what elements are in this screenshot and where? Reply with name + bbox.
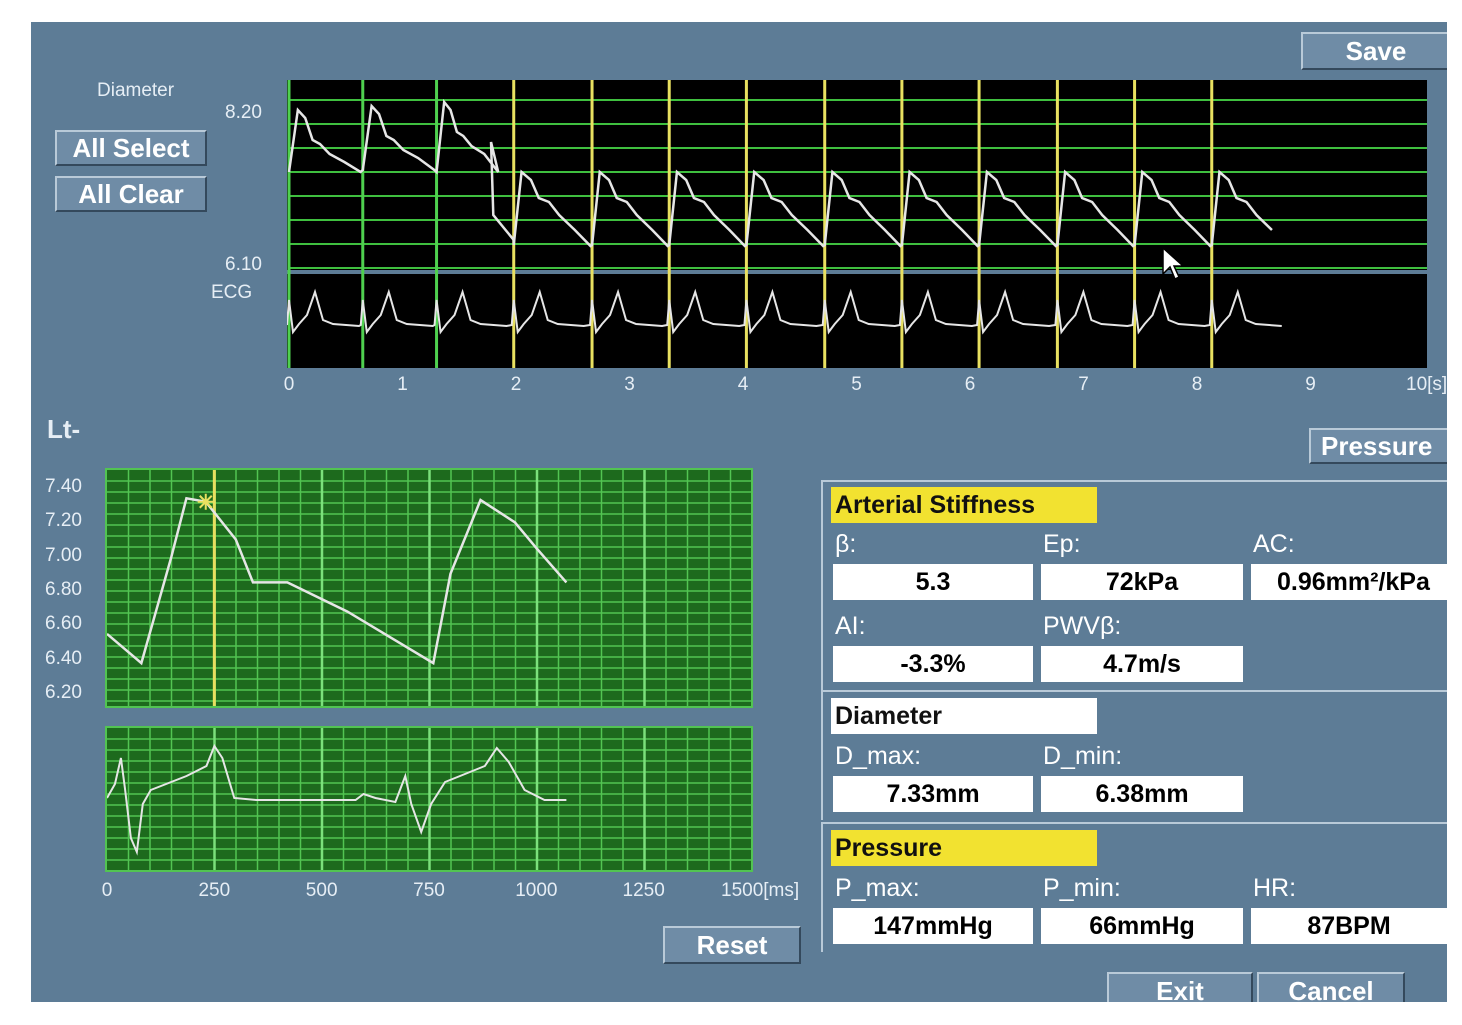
hr-label: HR: xyxy=(1253,874,1297,902)
exit-button[interactable]: Exit xyxy=(1107,972,1253,1002)
reset-button[interactable]: Reset xyxy=(663,926,801,964)
all-select-button[interactable]: All Select xyxy=(55,130,207,166)
diameter-min-tick: 6.10 xyxy=(225,254,262,275)
side-label: Lt- xyxy=(47,414,81,444)
diameter-axis-label: Diameter xyxy=(97,80,175,101)
single-beat-ecg-plot[interactable] xyxy=(105,726,753,872)
top-x-tick: 4 xyxy=(737,374,749,395)
ecg-trace-line xyxy=(287,288,1282,335)
ai-value: -3.3% xyxy=(833,646,1033,682)
beta-value: 5.3 xyxy=(833,564,1033,600)
top-x-tick: 8 xyxy=(1191,374,1203,395)
ac-label: AC: xyxy=(1253,530,1295,558)
ecg-beat-line xyxy=(107,743,567,856)
cancel-button[interactable]: Cancel xyxy=(1257,972,1405,1002)
pmin-label: P_min: xyxy=(1043,874,1121,902)
diameter-ecg-plot[interactable] xyxy=(287,80,1427,368)
hr-value: 87BPM xyxy=(1251,908,1447,944)
dmax-label: D_max: xyxy=(835,742,922,770)
dmin-value: 6.38mm xyxy=(1041,776,1243,812)
zoom-x-tick: 0 xyxy=(101,880,113,901)
diameter-title: Diameter xyxy=(831,698,1097,734)
dmin-label: D_min: xyxy=(1043,742,1123,770)
top-x-tick: 6 xyxy=(964,374,976,395)
top-x-tick: 10[s] xyxy=(1406,374,1447,395)
zoom-y-tick: 6.40 xyxy=(45,647,82,669)
mouse-cursor-icon xyxy=(1162,246,1185,281)
diameter-beat-line xyxy=(107,496,568,666)
zoom-y-tick: 7.20 xyxy=(45,510,82,532)
peak-star-icon xyxy=(197,493,214,510)
zoom-y-tick: 7.00 xyxy=(45,544,82,566)
single-beat-diameter-trace xyxy=(107,470,751,706)
arterial-stiffness-panel xyxy=(821,480,1447,690)
top-x-tick: 7 xyxy=(1078,374,1089,395)
top-x-tick: 1 xyxy=(397,374,408,395)
zoom-y-tick: 6.80 xyxy=(45,579,82,600)
zoom-x-tick: 1500[ms] xyxy=(721,880,800,901)
diameter-ecg-trace xyxy=(287,80,1427,368)
ai-label: AI: xyxy=(835,612,866,640)
pressure-button[interactable]: Pressure xyxy=(1309,428,1447,464)
zoom-x-tick: 750 xyxy=(413,880,445,901)
arterial-stiffness-title: Arterial Stiffness xyxy=(831,487,1097,523)
dmax-value: 7.33mm xyxy=(833,776,1033,812)
single-beat-diameter-plot[interactable] xyxy=(105,468,753,708)
zoom-y-tick: 7.40 xyxy=(45,476,82,497)
zoom-x-tick: 500 xyxy=(305,880,338,901)
diameter-max-tick: 8.20 xyxy=(225,102,262,123)
pwv-value: 4.7m/s xyxy=(1041,646,1243,682)
top-x-tick: 5 xyxy=(851,374,862,395)
zoom-y-tick: 6.60 xyxy=(45,613,82,635)
ecg-axis-label: ECG xyxy=(211,282,253,303)
ep-label: Ep: xyxy=(1043,530,1081,558)
pwv-label: PWVβ: xyxy=(1043,612,1122,640)
top-x-tick: 9 xyxy=(1305,374,1316,395)
measurement-screen: Save Diameter 8.20 6.10 ECG All Select A… xyxy=(31,22,1447,1002)
beta-label: β: xyxy=(835,530,857,558)
pmin-value: 66mmHg xyxy=(1041,908,1243,944)
pressure-title: Pressure xyxy=(831,830,1097,866)
diameter-trace-line xyxy=(287,98,1273,248)
zoom-x-tick: 1000 xyxy=(515,880,558,901)
ep-value: 72kPa xyxy=(1041,564,1243,600)
top-x-tick: 0 xyxy=(283,374,295,395)
pressure-panel xyxy=(821,822,1447,952)
zoom-x-tick: 1250 xyxy=(622,880,665,901)
all-clear-button[interactable]: All Clear xyxy=(55,176,207,212)
zoom-x-tick: 250 xyxy=(198,880,231,901)
diameter-panel xyxy=(821,690,1447,820)
save-button[interactable]: Save xyxy=(1301,32,1447,70)
pmax-label: P_max: xyxy=(835,874,920,902)
zoom-y-tick: 6.20 xyxy=(45,682,82,703)
top-x-tick: 2 xyxy=(510,374,522,395)
top-x-tick: 3 xyxy=(624,374,635,395)
single-beat-ecg-trace xyxy=(107,728,751,870)
pmax-value: 147mmHg xyxy=(833,908,1033,944)
ac-value: 0.96mm²/kPa xyxy=(1251,564,1447,600)
